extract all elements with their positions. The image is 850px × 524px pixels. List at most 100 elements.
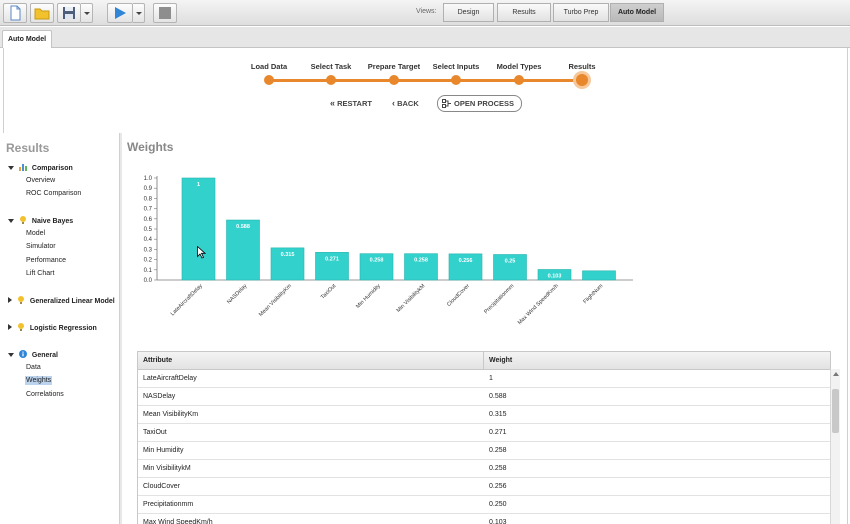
- table-row[interactable]: Precipitationmm 0.250: [138, 496, 830, 514]
- back-button[interactable]: ‹ BACK: [392, 98, 419, 108]
- step-dot-prepare-target[interactable]: [389, 75, 399, 85]
- group-label-naive-bayes: Naive Bayes: [31, 218, 74, 225]
- run-button[interactable]: [107, 3, 133, 23]
- table-row[interactable]: NASDelay 0.588: [138, 388, 830, 406]
- cell-weight: 0.250: [489, 501, 507, 508]
- x-category-label: LateAircraftDelay: [170, 283, 204, 317]
- group-label-logistic-regression: Logistic Regression: [29, 325, 97, 332]
- step-label-load-data: Load Data: [250, 62, 288, 71]
- bar-value-label: 0.258: [414, 258, 428, 264]
- sidebar-item-lift-chart[interactable]: Lift Chart: [26, 270, 55, 277]
- cell-weight: 0.256: [489, 483, 507, 490]
- weight-bar: [493, 254, 527, 281]
- step-label-model-types: Model Types: [496, 62, 542, 71]
- stop-icon: [159, 7, 171, 19]
- bar-value-label: 0.103: [548, 273, 562, 279]
- cell-attribute: LateAircraftDelay: [143, 375, 197, 382]
- group-generalized-linear-model[interactable]: Generalized Linear Model: [8, 296, 115, 305]
- run-dropdown-button[interactable]: [133, 3, 145, 23]
- step-dot-model-types[interactable]: [514, 75, 524, 85]
- lightbulb-icon: [19, 216, 26, 224]
- sidebar-item-roc-comparison[interactable]: ROC Comparison: [26, 190, 82, 197]
- scrollbar-thumb[interactable]: [832, 389, 839, 433]
- expand-right-icon: [8, 297, 12, 303]
- group-general[interactable]: General: [8, 350, 58, 359]
- run-icon: [115, 7, 126, 19]
- sidebar-item-overview[interactable]: Overview: [26, 177, 56, 184]
- sidebar-splitter[interactable]: [119, 133, 122, 524]
- table-row[interactable]: Max Wind SpeedKm/h 0.103: [138, 514, 830, 524]
- bar-value-label: 0.315: [281, 252, 295, 258]
- save-button[interactable]: [57, 3, 81, 23]
- view-tab-design[interactable]: Design: [443, 3, 494, 22]
- y-tick-label: 0.6: [144, 217, 153, 223]
- weights-table: Attribute Weight LateAircraftDelay 1 NASDe…: [137, 351, 831, 524]
- view-tab-results[interactable]: Results: [497, 3, 551, 22]
- sidebar-item-data[interactable]: Data: [26, 364, 41, 371]
- group-naive-bayes[interactable]: Naive Bayes: [8, 216, 73, 225]
- cell-attribute: Min VisibilitykM: [143, 465, 191, 472]
- new-process-icon: [10, 5, 21, 21]
- y-tick-label: 0.0: [144, 278, 153, 284]
- weight-bar: [315, 252, 349, 281]
- column-header-weight[interactable]: Weight: [484, 352, 830, 370]
- expand-right-icon: [8, 324, 12, 330]
- table-row[interactable]: CloudCover 0.256: [138, 478, 830, 496]
- group-logistic-regression[interactable]: Logistic Regression: [8, 323, 97, 332]
- bar-value-label: 0.258: [370, 258, 384, 264]
- save-dropdown-button[interactable]: [81, 3, 93, 23]
- step-dot-select-task[interactable]: [326, 75, 336, 85]
- cell-attribute: Precipitationmm: [143, 501, 194, 508]
- new-process-button[interactable]: [3, 3, 27, 23]
- view-tab-turbo-prep[interactable]: Turbo Prep: [553, 3, 609, 22]
- cell-weight: 0.258: [489, 447, 507, 454]
- open-button[interactable]: [30, 3, 54, 23]
- sidebar-title: Results: [6, 141, 50, 155]
- table-row[interactable]: Min VisibilitykM 0.258: [138, 460, 830, 478]
- sidebar-item-weights[interactable]: Weights: [25, 376, 53, 385]
- weight-bar: [582, 270, 616, 281]
- open-process-button[interactable]: OPEN PROCESS: [437, 95, 522, 112]
- step-label-select-task: Select Task: [310, 62, 352, 71]
- open-process-label: OPEN PROCESS: [454, 99, 515, 108]
- mouse-cursor-icon: [197, 246, 206, 259]
- x-category-label: Min VisibilitykM: [396, 283, 427, 314]
- sidebar-item-correlations[interactable]: Correlations: [26, 391, 64, 398]
- tab-auto-model[interactable]: Auto Model: [2, 30, 52, 48]
- restart-button[interactable]: « RESTART: [330, 98, 372, 108]
- bar-value-label: 0.256: [459, 258, 473, 264]
- cell-attribute: Max Wind SpeedKm/h: [143, 519, 213, 524]
- group-comparison[interactable]: Comparison: [8, 163, 73, 172]
- expand-down-icon: [8, 353, 14, 357]
- table-row[interactable]: LateAircraftDelay 1: [138, 370, 830, 388]
- y-tick-label: 0.4: [144, 237, 153, 243]
- weight-bar: [448, 253, 483, 281]
- sidebar-item-simulator[interactable]: Simulator: [26, 243, 56, 250]
- table-row[interactable]: TaxiOut 0.271: [138, 424, 830, 442]
- table-row[interactable]: Min Humidity 0.258: [138, 442, 830, 460]
- sidebar-item-model[interactable]: Model: [26, 230, 46, 237]
- comparison-chart-icon: [18, 164, 27, 171]
- stop-button[interactable]: [153, 3, 177, 23]
- y-tick-label: 0.7: [144, 207, 153, 213]
- step-dot-results[interactable]: [576, 74, 588, 86]
- y-tick-label: 0.5: [144, 227, 153, 233]
- process-icon: [442, 99, 451, 108]
- group-label-comparison: Comparison: [31, 165, 73, 172]
- x-category-label: FlightNum: [582, 283, 604, 305]
- column-header-attribute[interactable]: Attribute: [138, 352, 484, 370]
- x-category-label: Precipitationmm: [483, 283, 515, 315]
- view-tab-auto-model[interactable]: Auto Model: [610, 3, 664, 22]
- cell-attribute: NASDelay: [143, 393, 176, 400]
- cell-attribute: Mean VisibilityKm: [143, 411, 199, 418]
- table-row[interactable]: Mean VisibilityKm 0.315: [138, 406, 830, 424]
- cell-attribute: CloudCover: [143, 483, 180, 490]
- expand-down-icon: [8, 166, 14, 170]
- cell-weight: 1: [489, 375, 493, 382]
- weight-bar: [359, 253, 394, 281]
- table-scrollbar[interactable]: [830, 369, 840, 524]
- step-dot-load-data[interactable]: [264, 75, 274, 85]
- step-dot-select-inputs[interactable]: [451, 75, 461, 85]
- scroll-up-icon[interactable]: [833, 372, 839, 376]
- sidebar-item-performance[interactable]: Performance: [26, 257, 67, 264]
